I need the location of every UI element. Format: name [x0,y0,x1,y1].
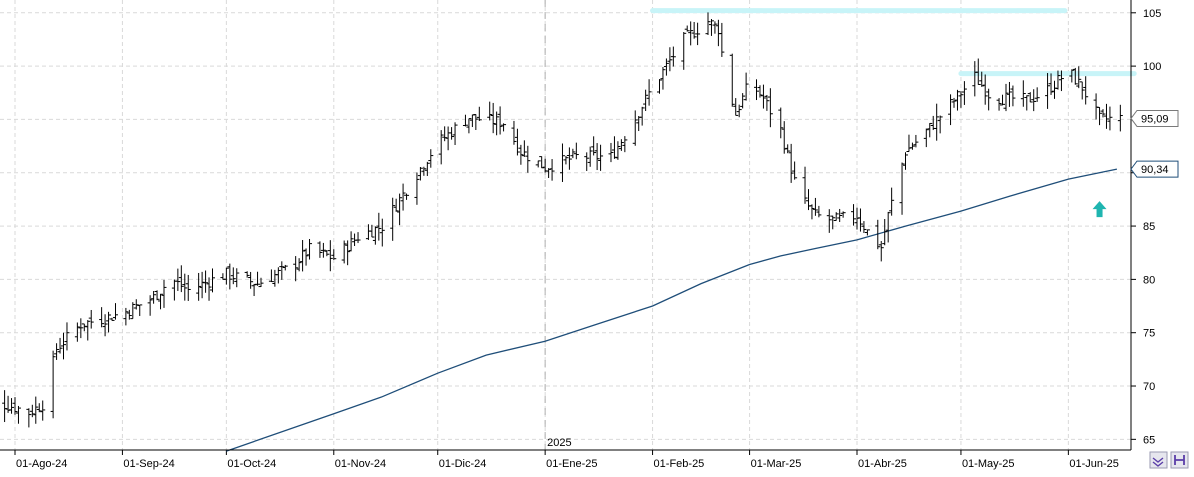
y-tick-label: 75 [1143,328,1155,340]
h-bracket-icon [1174,455,1185,465]
moving-average-line [226,168,1118,452]
x-tick-label: 01-Oct-24 [227,458,276,470]
year-label: 2025 [547,437,571,449]
x-tick-label: 01-Sep-24 [123,458,174,470]
double-chevron-icon [1152,457,1164,467]
x-tick-label: 01-Dic-24 [439,458,487,470]
y-tick-label: 70 [1143,381,1155,393]
y-tick-label: 65 [1143,434,1155,446]
scroll-end-button[interactable] [1149,451,1168,469]
x-tick-label: 01-Ene-25 [546,458,597,470]
x-tick-label: 01-May-25 [962,458,1015,470]
x-tick-label: 01-Ago-24 [16,458,67,470]
up-arrow-icon [1092,201,1107,218]
moving-average-tag [1130,160,1179,178]
x-tick-label: 01-Jun-25 [1069,458,1119,470]
x-tick-label: 01-Abr-25 [858,458,907,470]
x-tick-label: 01-Mar-25 [751,458,802,470]
x-tick-label: 01-Feb-25 [654,458,705,470]
moving-average-label: 90,34 [1141,164,1169,176]
x-tick-label: 01-Nov-24 [335,458,386,470]
y-tick-label: 85 [1143,221,1155,233]
last-price-tag [1130,109,1179,127]
y-tick-label: 100 [1143,61,1161,73]
y-tick-label: 105 [1143,8,1161,20]
last-price-label: 95,09 [1141,113,1169,125]
y-tick-label: 80 [1143,274,1155,286]
